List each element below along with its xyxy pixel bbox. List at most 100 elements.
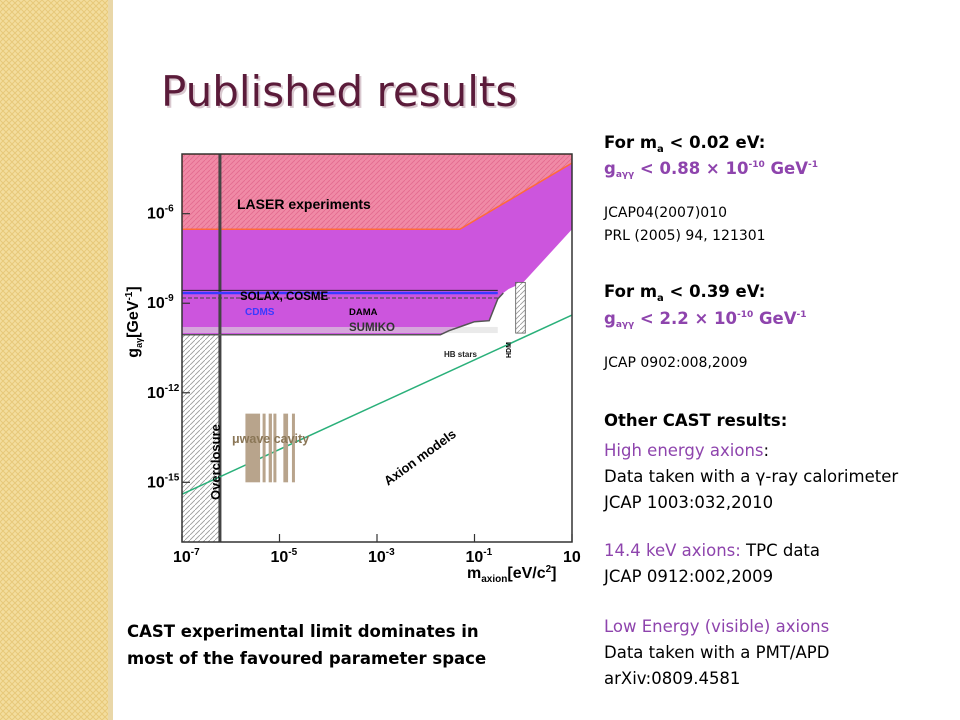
y-tick-exp-1: -9 <box>165 293 174 304</box>
limit1-g-sub: aγγ <box>616 170 634 180</box>
he-colon: : <box>764 441 770 460</box>
y-tick-base-2: 10 <box>147 385 165 402</box>
caption-line-2: most of the favoured parameter space <box>127 649 486 668</box>
le-ref: arXiv:0809.4581 <box>604 669 740 688</box>
label-solax: SOLAX, COSME <box>240 291 329 303</box>
cavity-bar-2 <box>268 413 272 483</box>
ref-1b: PRL (2005) 94, 121301 <box>604 228 766 244</box>
label-laser: LASER experiments <box>237 196 371 212</box>
page-title-shadow: Published results <box>163 69 519 118</box>
label-cavity: μwave cavity <box>232 432 309 446</box>
x-tick-exp-2: -3 <box>386 547 395 558</box>
limit2-suffix: < 0.39 eV: <box>664 282 766 301</box>
limit2-g-sub: aγγ <box>616 320 634 330</box>
kev-rest: TPC data <box>741 541 820 560</box>
other-results-heading: Other CAST results: <box>604 411 787 430</box>
x-tick-base-3: 10 <box>466 549 484 566</box>
exclusion-regions <box>182 154 572 542</box>
x-label-close: ] <box>551 565 556 582</box>
he-label-line: High energy axions: <box>604 441 769 460</box>
y-tick-label-1: 10-9 <box>147 293 174 312</box>
le-data-line: Data taken with a PMT/APD <box>604 643 829 662</box>
label-dama: DAMA <box>349 307 378 318</box>
limit2-sub: a <box>657 293 664 304</box>
kev-label-line: 14.4 keV axions: TPC data <box>604 541 820 560</box>
kev-axions-link[interactable]: 14.4 keV axions: <box>604 541 741 560</box>
svg-text:gaγ[GeV-1]: gaγ[GeV-1] <box>124 286 144 357</box>
side-texture <box>0 0 108 720</box>
caption-rest: experimental limit dominates in <box>175 622 479 641</box>
limit1-sub: a <box>657 144 664 155</box>
limit2-relation: < 2.2 × 10 <box>634 309 737 328</box>
he-ref: JCAP 1003:032,2010 <box>603 493 773 512</box>
side-divider <box>108 0 113 720</box>
x-axis-label: maxion[eV/c2] <box>467 564 557 585</box>
y-label-sub: aγ <box>134 338 144 348</box>
x-tick-label-0: 10-7 <box>173 547 200 566</box>
x-label-exp: 2 <box>546 564 552 575</box>
ref-2a: JCAP 0902:008,2009 <box>603 355 748 371</box>
he-axions-link[interactable]: High energy axions <box>604 441 764 460</box>
kev-ref: JCAP 0912:002,2009 <box>603 567 773 586</box>
y-tick-base-3: 10 <box>147 474 165 491</box>
x-tick-label-2: 10-3 <box>368 547 395 566</box>
label-cdms: CDMS <box>245 307 275 318</box>
hb-stars-band <box>182 326 498 334</box>
y-label-exp: -1 <box>124 291 135 300</box>
cast-limit-line <box>182 292 504 336</box>
limit1-exp: -10 <box>748 160 764 170</box>
limit2-exp: -10 <box>737 310 753 320</box>
limit2-heading: For ma < 0.39 eV: <box>604 282 765 304</box>
cavity-bar-0 <box>245 413 261 483</box>
label-hdm: HDM <box>506 342 513 358</box>
x-tick-base-2: 10 <box>368 549 386 566</box>
laser-region <box>182 154 572 231</box>
x-label-m: m <box>467 565 481 582</box>
label-sumiko: SUMIKO <box>349 322 395 334</box>
caption-line-1: CAST experimental limit dominates in <box>127 622 479 641</box>
y-tick-base-1: 10 <box>147 295 165 312</box>
x-tick-base-0: 10 <box>173 549 191 566</box>
x-tick-base-1: 10 <box>271 549 289 566</box>
page-title: Published results <box>161 67 517 116</box>
x-tick-label-3: 10-1 <box>466 547 493 566</box>
label-hb-stars: HB stars <box>444 350 477 359</box>
y-label-g: g <box>125 348 142 358</box>
limit1-g: g <box>604 159 616 178</box>
cavity-bar-4 <box>283 413 289 483</box>
hdm-strip <box>515 281 526 334</box>
caption-bold-word: CAST <box>127 622 176 641</box>
label-overclosure: Overclosure <box>208 424 223 500</box>
y-tick-base-0: 10 <box>147 206 165 223</box>
limit1-prefix: For m <box>604 133 657 152</box>
right-panel: For ma < 0.02 eV: gaγγ < 0.88 × 10-10 Ge… <box>603 133 898 688</box>
y-label-unit: [GeV <box>125 300 142 338</box>
x-tick-exp-0: -7 <box>191 547 200 558</box>
limit1-unit: GeV <box>765 159 808 178</box>
y-tick-exp-2: -12 <box>165 383 180 394</box>
x-tick-label-1: 10-5 <box>271 547 298 566</box>
limit2-unit-exp: -1 <box>797 310 807 320</box>
y-tick-exp-3: -15 <box>165 472 180 483</box>
limit2-unit: GeV <box>753 309 796 328</box>
limit2-g: g <box>604 309 616 328</box>
y-axis-label: gaγ[GeV-1] <box>124 286 144 357</box>
limit2-prefix: For m <box>604 282 657 301</box>
limit1-unit-exp: -1 <box>808 160 818 170</box>
x-label-unit: [eV/c <box>507 565 545 582</box>
cavity-bar-3 <box>273 413 277 483</box>
le-axions-link[interactable]: Low Energy (visible) axions <box>604 617 829 636</box>
ref-1a: JCAP04(2007)010 <box>603 205 727 221</box>
x-tick-label-4: 10 <box>563 549 581 566</box>
y-tick-label-2: 10-12 <box>147 383 180 402</box>
limit1-suffix: < 0.02 eV: <box>664 133 766 152</box>
overclosure-region <box>182 334 220 542</box>
limit1-relation: < 0.88 × 10 <box>634 159 748 178</box>
limit1-heading: For ma < 0.02 eV: <box>604 133 765 155</box>
y-tick-label-0: 10-6 <box>147 204 174 223</box>
limit1-value: gaγγ < 0.88 × 10-10 GeV-1 <box>604 159 818 180</box>
x-label-sub: axion <box>481 574 507 585</box>
he-data-line: Data taken with a γ-ray calorimeter <box>604 467 898 486</box>
